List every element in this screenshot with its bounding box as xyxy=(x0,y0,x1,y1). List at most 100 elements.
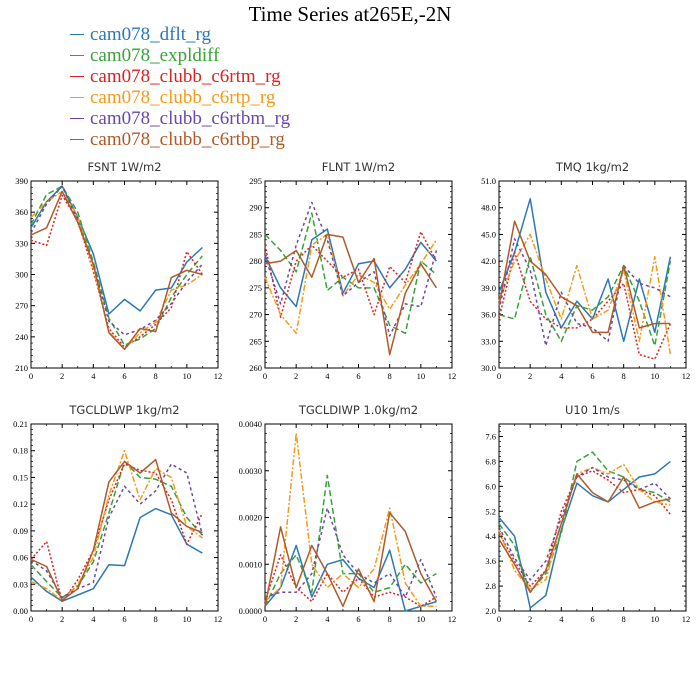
plot-panel: TGCLDLWP 1kg/m2 0.00 0.03 0.06 0.09 0.12 0.15 0… xyxy=(13,403,222,624)
legend-item: cam078_dflt_rg xyxy=(70,24,290,45)
legend-item: cam078_expldiff xyxy=(70,45,290,66)
x-tick-label: 0 xyxy=(263,614,267,624)
series-line xyxy=(498,220,671,334)
panel-title: TGCLDIWP 1.0kg/m2 xyxy=(298,403,418,417)
x-tick-label: 0 xyxy=(497,614,501,624)
x-tick-label: 4 xyxy=(559,614,564,624)
series-line xyxy=(30,463,204,599)
legend-swatch xyxy=(70,34,84,35)
series-line xyxy=(30,449,203,602)
x-tick-label: 0 xyxy=(497,371,501,381)
x-tick-label: 6 xyxy=(590,614,594,624)
y-tick-label: 7.6 xyxy=(485,431,496,441)
y-tick-label: 265 xyxy=(249,336,262,346)
y-tick-label: 0.21 xyxy=(13,419,28,429)
legend-label: cam078_dflt_rg xyxy=(90,24,212,45)
y-tick-label: 290 xyxy=(249,203,262,213)
plot-panel: TGCLDIWP 1.0kg/m2 0.0000 0.0010 0.0020 0.003… xyxy=(239,403,457,624)
x-tick-label: 2 xyxy=(60,614,64,624)
series-line xyxy=(498,198,672,343)
y-tick-label: 0.00 xyxy=(13,606,28,616)
x-tick-label: 4 xyxy=(91,614,96,624)
x-tick-label: 10 xyxy=(651,614,660,624)
x-tick-label: 6 xyxy=(356,614,360,624)
y-tick-label: 45.0 xyxy=(481,229,496,239)
y-tick-label: 330 xyxy=(15,238,28,248)
y-tick-label: 3.6 xyxy=(485,556,496,566)
series-line xyxy=(498,451,671,594)
y-tick-label: 51.0 xyxy=(481,176,496,186)
plot-panel: U10 1m/s 2.0 2.8 3.6 4.4 5.2 6.0 6.8 7.6 0 2 4 6 8 10 1… xyxy=(485,403,690,624)
series-line xyxy=(498,473,671,594)
x-tick-label: 2 xyxy=(294,614,298,624)
x-tick-label: 4 xyxy=(325,614,330,624)
panel-title: TGCLDLWP 1kg/m2 xyxy=(68,403,179,417)
x-tick-label: 2 xyxy=(294,371,298,381)
series-line xyxy=(264,507,438,598)
x-tick-label: 6 xyxy=(356,371,360,381)
y-tick-label: 0.06 xyxy=(13,553,28,563)
series-line xyxy=(498,233,672,355)
legend-swatch xyxy=(70,139,84,140)
y-tick-label: 0.18 xyxy=(13,446,28,456)
plot-panel: FSNT 1W/m2 210 240 270 300 330 360 390 0 2 4 6 8 10 12 xyxy=(15,160,222,381)
legend-label: cam078_expldiff xyxy=(90,45,220,66)
panel-title: U10 1m/s xyxy=(565,403,620,417)
legend-swatch xyxy=(70,97,84,98)
x-tick-label: 6 xyxy=(590,371,594,381)
x-tick-label: 8 xyxy=(388,371,392,381)
legend-item: cam078_clubb_c6rtbm_rg xyxy=(70,108,290,129)
x-tick-label: 4 xyxy=(91,371,96,381)
series-line xyxy=(264,228,437,308)
legend-item: cam078_clubb_c6rtm_rg xyxy=(70,66,290,87)
x-tick-label: 12 xyxy=(214,614,223,624)
y-tick-label: 210 xyxy=(15,363,28,373)
legend: cam078_dflt_rg cam078_expldiff cam078_club… xyxy=(70,24,290,150)
y-tick-label: 0.03 xyxy=(13,579,28,589)
y-tick-label: 0.12 xyxy=(13,499,28,509)
panel-title: FLNT 1W/m2 xyxy=(322,160,395,174)
legend-item: cam078_clubb_c6rtp_rg xyxy=(70,87,290,108)
panel-title: FSNT 1W/m2 xyxy=(87,160,161,174)
y-tick-label: 275 xyxy=(249,283,262,293)
series-line xyxy=(498,460,671,609)
series-line xyxy=(498,255,672,347)
legend-swatch xyxy=(70,55,84,56)
series-line xyxy=(264,554,437,608)
y-tick-label: 0.15 xyxy=(13,472,28,482)
x-tick-label: 4 xyxy=(325,371,330,381)
x-tick-label: 2 xyxy=(528,614,532,624)
y-tick-label: 0.0030 xyxy=(239,466,262,476)
series-line xyxy=(30,194,204,348)
x-tick-label: 12 xyxy=(448,371,457,381)
x-tick-label: 6 xyxy=(122,371,126,381)
y-tick-label: 36.0 xyxy=(481,310,496,320)
series-line xyxy=(30,458,203,602)
y-tick-label: 280 xyxy=(249,256,262,266)
x-tick-label: 8 xyxy=(622,371,626,381)
series-line xyxy=(30,190,203,351)
plot-panel: FLNT 1W/m2 260 265 270 275 280 285 290 295 0 2 4 6 8 1… xyxy=(249,160,456,381)
y-tick-label: 270 xyxy=(15,301,28,311)
y-tick-label: 0.0020 xyxy=(239,513,262,523)
y-tick-label: 30.0 xyxy=(481,363,496,373)
x-tick-label: 8 xyxy=(154,371,158,381)
y-tick-label: 42.0 xyxy=(481,256,496,266)
panel-title: TMQ 1kg/m2 xyxy=(555,160,629,174)
legend-label: cam078_clubb_c6rtp_rg xyxy=(90,87,276,108)
y-tick-label: 5.2 xyxy=(485,506,496,516)
x-tick-label: 8 xyxy=(622,614,626,624)
y-tick-label: 260 xyxy=(249,363,262,373)
legend-swatch xyxy=(70,76,84,77)
x-tick-label: 0 xyxy=(263,371,267,381)
plot-panel: TMQ 1kg/m2 30.0 33.0 36.0 39.0 42.0 45.0 48.0 51… xyxy=(481,160,690,381)
y-tick-label: 390 xyxy=(15,176,28,186)
x-tick-label: 2 xyxy=(528,371,532,381)
series-line xyxy=(264,201,438,337)
x-tick-label: 8 xyxy=(154,614,158,624)
y-tick-label: 240 xyxy=(15,332,28,342)
series-line xyxy=(498,463,671,590)
y-tick-label: 295 xyxy=(249,176,262,186)
